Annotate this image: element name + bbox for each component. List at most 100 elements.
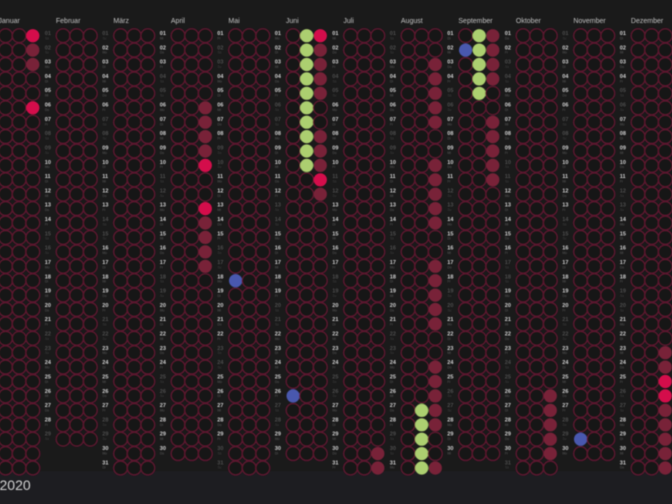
svg-text:Mi: Mi [390,94,394,98]
svg-text:März: März [113,18,129,25]
svg-text:31: 31 [620,460,626,466]
svg-text:23: 23 [447,346,453,352]
svg-text:Fr: Fr [275,294,279,298]
svg-text:Sa: Sa [505,466,509,470]
svg-text:Mo: Mo [333,409,338,413]
svg-text:Mo: Mo [333,108,338,112]
svg-text:Sa: Sa [620,194,624,198]
svg-text:13: 13 [562,203,568,209]
svg-text:02: 02 [390,45,396,51]
svg-text:Mo: Mo [275,36,280,40]
svg-text:Fr: Fr [505,151,509,155]
svg-text:15: 15 [217,231,223,237]
svg-text:23: 23 [275,346,281,352]
svg-text:18: 18 [332,274,338,280]
svg-text:Do: Do [275,380,279,384]
svg-text:Di: Di [45,380,48,384]
svg-text:Do: Do [505,36,509,40]
svg-text:Do: Do [563,294,567,298]
svg-text:03: 03 [390,60,396,66]
svg-text:09: 09 [275,146,281,152]
svg-text:02: 02 [505,45,511,51]
svg-text:18: 18 [45,274,51,280]
svg-text:Do: Do [333,151,337,155]
svg-text:Di: Di [275,251,278,255]
svg-text:Fr: Fr [218,437,222,441]
svg-text:17: 17 [332,260,338,266]
svg-text:Do: Do [160,351,164,355]
svg-text:Di: Di [45,79,48,83]
svg-text:11: 11 [275,174,281,180]
svg-text:18: 18 [505,274,511,280]
svg-text:Di: Di [275,151,278,155]
svg-text:09: 09 [332,146,338,152]
svg-text:20: 20 [332,303,338,309]
svg-text:Oktober: Oktober [516,18,542,25]
svg-text:29: 29 [620,432,626,438]
svg-text:09: 09 [505,146,511,152]
svg-text:17: 17 [447,260,453,266]
svg-text:Juli: Juli [343,18,354,25]
svg-text:03: 03 [447,60,453,66]
svg-text:06: 06 [620,103,626,109]
svg-text:Mi: Mi [45,394,49,398]
svg-text:Mi: Mi [160,137,164,141]
svg-text:02: 02 [332,45,338,51]
svg-text:Mo: Mo [505,194,510,198]
svg-text:Mo: Mo [390,366,395,370]
svg-text:Sa: Sa [45,437,49,441]
svg-text:14: 14 [217,217,224,223]
svg-text:Sa: Sa [45,36,49,40]
svg-text:Fr: Fr [218,337,222,341]
svg-text:Di: Di [103,265,106,269]
svg-text:Mo: Mo [275,237,280,241]
svg-text:11: 11 [505,174,511,180]
svg-text:Sa: Sa [448,194,452,198]
svg-text:29: 29 [102,432,108,438]
svg-text:Mi: Mi [448,51,452,55]
svg-text:Mo: Mo [275,337,280,341]
svg-text:29: 29 [275,432,281,438]
svg-text:03: 03 [217,60,223,66]
svg-text:10: 10 [217,160,223,166]
svg-text:Fr: Fr [218,36,222,40]
svg-text:Do: Do [390,108,394,112]
svg-text:22: 22 [620,332,626,338]
svg-text:09: 09 [620,146,626,152]
svg-text:29: 29 [447,432,453,438]
svg-text:So: So [390,251,394,255]
svg-text:Februar: Februar [56,18,81,25]
svg-text:Sa: Sa [160,180,164,184]
svg-text:05: 05 [160,88,166,94]
svg-text:Sa: Sa [103,222,107,226]
svg-text:So: So [160,194,164,198]
svg-text:Sa: Sa [333,380,337,384]
svg-text:24: 24 [45,360,52,366]
svg-text:Fr: Fr [563,409,567,413]
svg-text:05: 05 [620,88,626,94]
svg-text:30: 30 [275,446,281,452]
svg-text:Do: Do [505,237,509,241]
svg-text:26: 26 [620,389,626,395]
svg-text:22: 22 [217,332,223,338]
svg-text:So: So [103,36,107,40]
svg-text:So: So [218,366,222,370]
svg-text:07: 07 [45,117,51,123]
svg-text:22: 22 [275,332,281,338]
svg-text:08: 08 [45,131,51,137]
svg-text:Sa: Sa [160,380,164,384]
svg-text:Fr: Fr [333,466,337,470]
svg-text:Fr: Fr [103,108,107,112]
svg-text:Di: Di [103,65,106,69]
svg-text:30: 30 [447,446,453,452]
svg-text:10: 10 [275,160,281,166]
svg-text:19: 19 [45,289,51,295]
svg-text:03: 03 [102,60,108,66]
svg-text:Mi: Mi [620,51,624,55]
svg-text:13: 13 [332,203,338,209]
svg-text:Januar: Januar [0,18,20,25]
svg-text:17: 17 [562,260,568,266]
svg-text:So: So [333,294,337,298]
svg-text:Mo: Mo [448,222,453,226]
svg-text:Mi: Mi [390,294,394,298]
